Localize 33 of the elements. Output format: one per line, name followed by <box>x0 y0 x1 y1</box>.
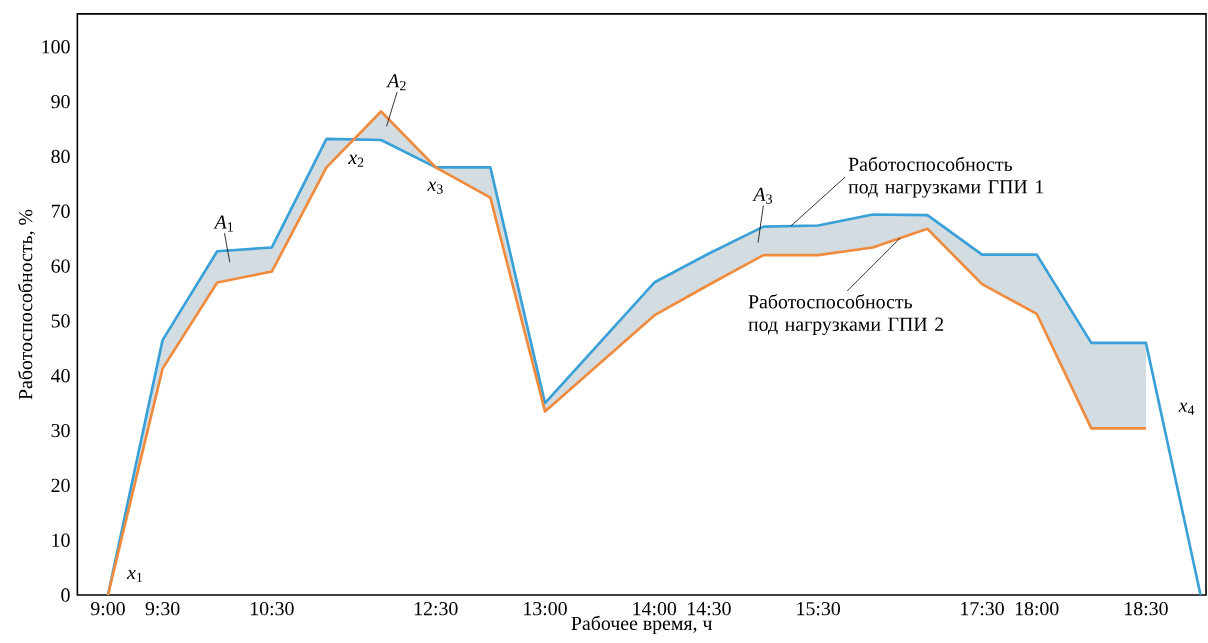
annotation: x$_{2}$ <box>348 154 364 167</box>
annotation: A$_{2}$ <box>386 74 406 91</box>
x-tick-label: 18:00 <box>1015 602 1059 616</box>
x-tick-label: 9:30 <box>145 602 180 616</box>
y-tick-label: 0 <box>61 588 70 602</box>
annotation: x$_{1}$ <box>126 570 142 583</box>
annotation: A$_{3}$ <box>752 187 773 204</box>
x-tick-label: 12:30 <box>414 602 458 616</box>
y-tick-label: 100 <box>42 40 70 54</box>
annotation: A$_{1}$ <box>213 215 233 232</box>
series-label: Работоспособность под нагрузками ГПИ 2 <box>748 294 944 336</box>
y-tick-label: 50 <box>51 314 70 328</box>
x-tick-label: 10:30 <box>251 602 294 616</box>
x-tick-label: 14:30 <box>688 602 731 616</box>
x-tick-label: 15:30 <box>797 602 840 616</box>
y-tick-label: 90 <box>51 95 70 109</box>
y-tick-label: 30 <box>51 424 70 438</box>
x-tick-label: 14:00 <box>633 602 677 616</box>
x-axis-title: Рабочее время, ч <box>571 615 712 635</box>
y-tick-label: 10 <box>52 533 70 548</box>
y-tick-label: 70 <box>51 204 70 219</box>
x-tick-label: 17:30 <box>961 602 1004 616</box>
x-tick-label: 18:30 <box>1125 602 1168 616</box>
series-label: Работоспособность под нагрузками ГПИ 1 <box>848 156 1044 198</box>
annotation: x$_{4}$ <box>1178 402 1195 415</box>
annotation: x$_{3}$ <box>427 181 443 194</box>
y-tick-label: 80 <box>51 149 70 164</box>
y-axis-title: Работоспособность, % <box>17 209 36 400</box>
x-tick-label: 9:00 <box>90 602 125 616</box>
y-tick-label: 40 <box>51 369 70 383</box>
x-tick-label: 13:00 <box>524 602 567 616</box>
y-tick-label: 60 <box>51 259 70 273</box>
y-tick-label: 20 <box>51 478 70 493</box>
